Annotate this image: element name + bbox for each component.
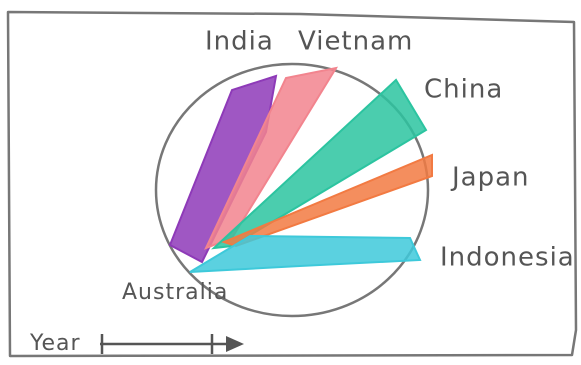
slider-label: Year bbox=[29, 331, 81, 356]
destination-label: India bbox=[205, 27, 274, 57]
slider-arrow bbox=[226, 336, 244, 352]
globe bbox=[154, 62, 430, 318]
flow-wedge bbox=[211, 78, 428, 250]
flow-wedge bbox=[168, 74, 278, 264]
flow-wedge bbox=[189, 234, 422, 273]
destination-label: Japan bbox=[450, 163, 530, 193]
destination-label: Indonesia bbox=[440, 243, 575, 273]
year-slider[interactable] bbox=[100, 334, 244, 354]
frame bbox=[6, 10, 578, 358]
destination-label: China bbox=[424, 75, 503, 105]
flow-wedge bbox=[221, 153, 433, 248]
destination-label: Vietnam bbox=[298, 27, 413, 57]
origin-label: Australia bbox=[122, 280, 228, 305]
wedge-group bbox=[168, 66, 433, 273]
